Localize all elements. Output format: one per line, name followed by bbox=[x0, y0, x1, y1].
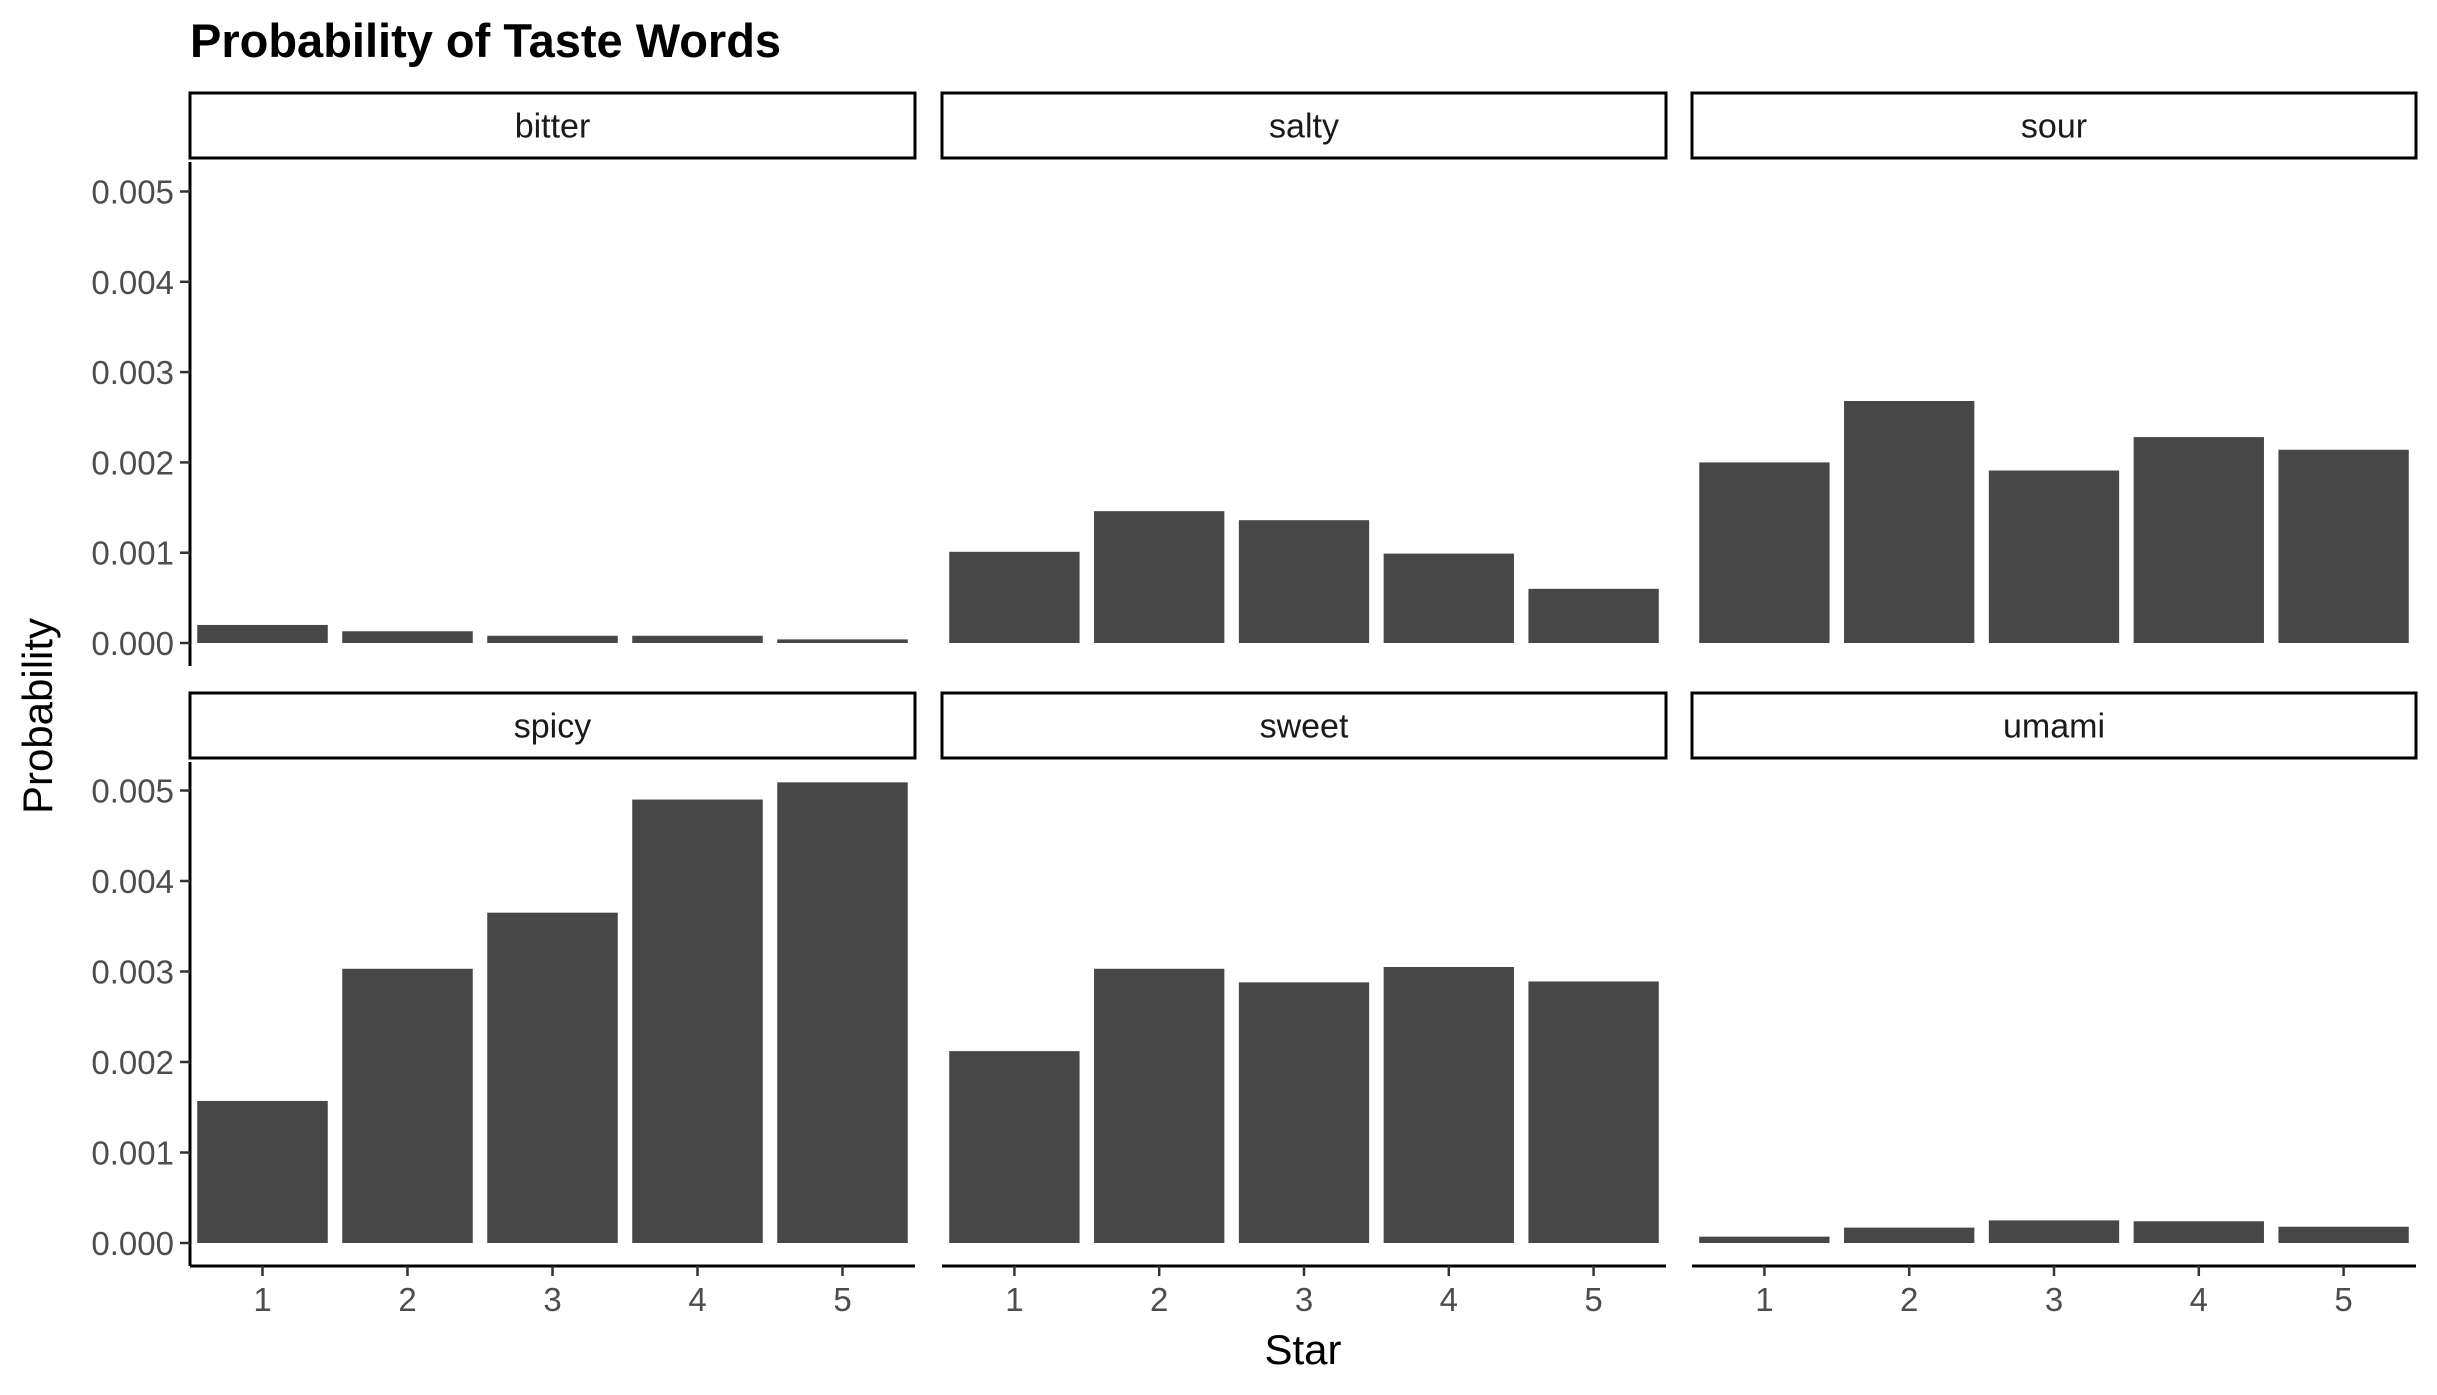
y-tick-label: 0.005 bbox=[91, 174, 174, 211]
x-tick-label: 5 bbox=[1584, 1281, 1602, 1318]
y-tick-label: 0.002 bbox=[91, 1044, 174, 1081]
x-tick-label: 4 bbox=[2190, 1281, 2208, 1318]
bar-sweet-4 bbox=[1383, 966, 1514, 1243]
y-tick-label: 0.004 bbox=[91, 863, 174, 900]
facet-panel-spicy: spicy 1 2 3 4 5 bbox=[188, 691, 917, 1318]
facet-strip-box bbox=[188, 691, 917, 760]
bar-bitter-2 bbox=[342, 631, 473, 643]
bar-umami-2 bbox=[1844, 1227, 1975, 1243]
bar-spicy-3 bbox=[487, 912, 618, 1243]
bar-bitter-1 bbox=[197, 624, 328, 643]
facet-panel-bitter: bitter bbox=[188, 91, 917, 643]
bar-sour-4 bbox=[2133, 437, 2264, 643]
y-tick-label: 0.001 bbox=[91, 1135, 174, 1172]
y-axis-title: Probability bbox=[14, 618, 61, 814]
bar-salty-4 bbox=[1383, 553, 1514, 643]
facet-panel-sour: sour bbox=[1690, 91, 2418, 643]
x-tick-label: 3 bbox=[543, 1281, 561, 1318]
y-tick-label: 0.003 bbox=[91, 354, 174, 391]
bar-sour-2 bbox=[1844, 400, 1975, 643]
bar-bitter-3 bbox=[487, 635, 618, 643]
bar-sweet-3 bbox=[1238, 982, 1370, 1243]
facet-strip-box bbox=[188, 91, 917, 160]
facet-strip-label: spicy bbox=[514, 708, 591, 746]
chart-title: Probability of Taste Words bbox=[190, 14, 781, 67]
facet-panel-umami: umami 1 2 3 4 5 bbox=[1690, 691, 2418, 1318]
y-tick-label: 0.004 bbox=[91, 264, 174, 301]
facet-strip-box bbox=[1690, 691, 2418, 760]
x-tick-label: 3 bbox=[2045, 1281, 2063, 1318]
bar-spicy-5 bbox=[777, 782, 908, 1243]
y-axis-row-1: 0.000 0.001 0.002 0.003 0.004 0.005 bbox=[91, 162, 192, 666]
bar-umami-3 bbox=[1988, 1220, 2120, 1243]
facet-strip-label: umami bbox=[2003, 708, 2105, 746]
x-tick-label: 5 bbox=[2334, 1281, 2352, 1318]
x-tick-label: 2 bbox=[1900, 1281, 1918, 1318]
y-axis-row-2: 0.000 0.001 0.002 0.003 0.004 0.005 bbox=[91, 762, 192, 1266]
y-tick-label: 0.000 bbox=[91, 625, 174, 662]
bar-bitter-4 bbox=[632, 635, 763, 643]
x-tick-label: 3 bbox=[1295, 1281, 1313, 1318]
facet-strip-label: salty bbox=[1269, 108, 1339, 146]
bar-sweet-2 bbox=[1094, 968, 1225, 1243]
bar-sour-1 bbox=[1699, 462, 1830, 643]
bar-bitter-5 bbox=[777, 639, 908, 643]
facet-strip-box bbox=[940, 91, 1668, 160]
y-tick-label: 0.003 bbox=[91, 954, 174, 991]
x-tick-label: 1 bbox=[1755, 1281, 1773, 1318]
bar-salty-3 bbox=[1238, 520, 1370, 643]
x-tick-label: 2 bbox=[398, 1281, 416, 1318]
y-tick-label: 0.002 bbox=[91, 444, 174, 481]
bar-spicy-2 bbox=[342, 968, 473, 1243]
x-tick-label: 2 bbox=[1150, 1281, 1168, 1318]
bar-umami-5 bbox=[2278, 1226, 2409, 1243]
bar-spicy-4 bbox=[632, 799, 763, 1243]
x-axis-title: Star bbox=[1264, 1326, 1341, 1373]
bar-sweet-1 bbox=[949, 1051, 1080, 1243]
y-tick-label: 0.001 bbox=[91, 535, 174, 572]
facet-strip-box bbox=[940, 691, 1668, 760]
facet-panel-sweet: sweet 1 2 3 4 5 bbox=[940, 691, 1668, 1318]
facet-panel-salty: salty bbox=[940, 91, 1668, 643]
bar-umami-4 bbox=[2133, 1221, 2264, 1243]
bar-salty-5 bbox=[1528, 588, 1659, 643]
facet-strip-label: sweet bbox=[1260, 708, 1349, 746]
facet-strip-label: sour bbox=[2021, 108, 2087, 146]
facet-strip-box bbox=[1690, 91, 2418, 160]
x-tick-label: 4 bbox=[688, 1281, 706, 1318]
bar-salty-2 bbox=[1094, 511, 1225, 643]
x-tick-label: 1 bbox=[253, 1281, 271, 1318]
x-tick-label: 5 bbox=[833, 1281, 851, 1318]
y-tick-label: 0.000 bbox=[91, 1225, 174, 1262]
bar-sweet-5 bbox=[1528, 981, 1659, 1243]
facet-strip-label: bitter bbox=[515, 108, 591, 146]
bar-umami-1 bbox=[1699, 1236, 1830, 1243]
x-tick-label: 1 bbox=[1005, 1281, 1023, 1318]
bar-salty-1 bbox=[949, 551, 1080, 643]
bar-spicy-1 bbox=[197, 1100, 328, 1243]
y-tick-label: 0.005 bbox=[91, 773, 174, 810]
x-tick-label: 4 bbox=[1440, 1281, 1458, 1318]
bar-sour-3 bbox=[1988, 470, 2120, 643]
bar-sour-5 bbox=[2278, 449, 2409, 643]
